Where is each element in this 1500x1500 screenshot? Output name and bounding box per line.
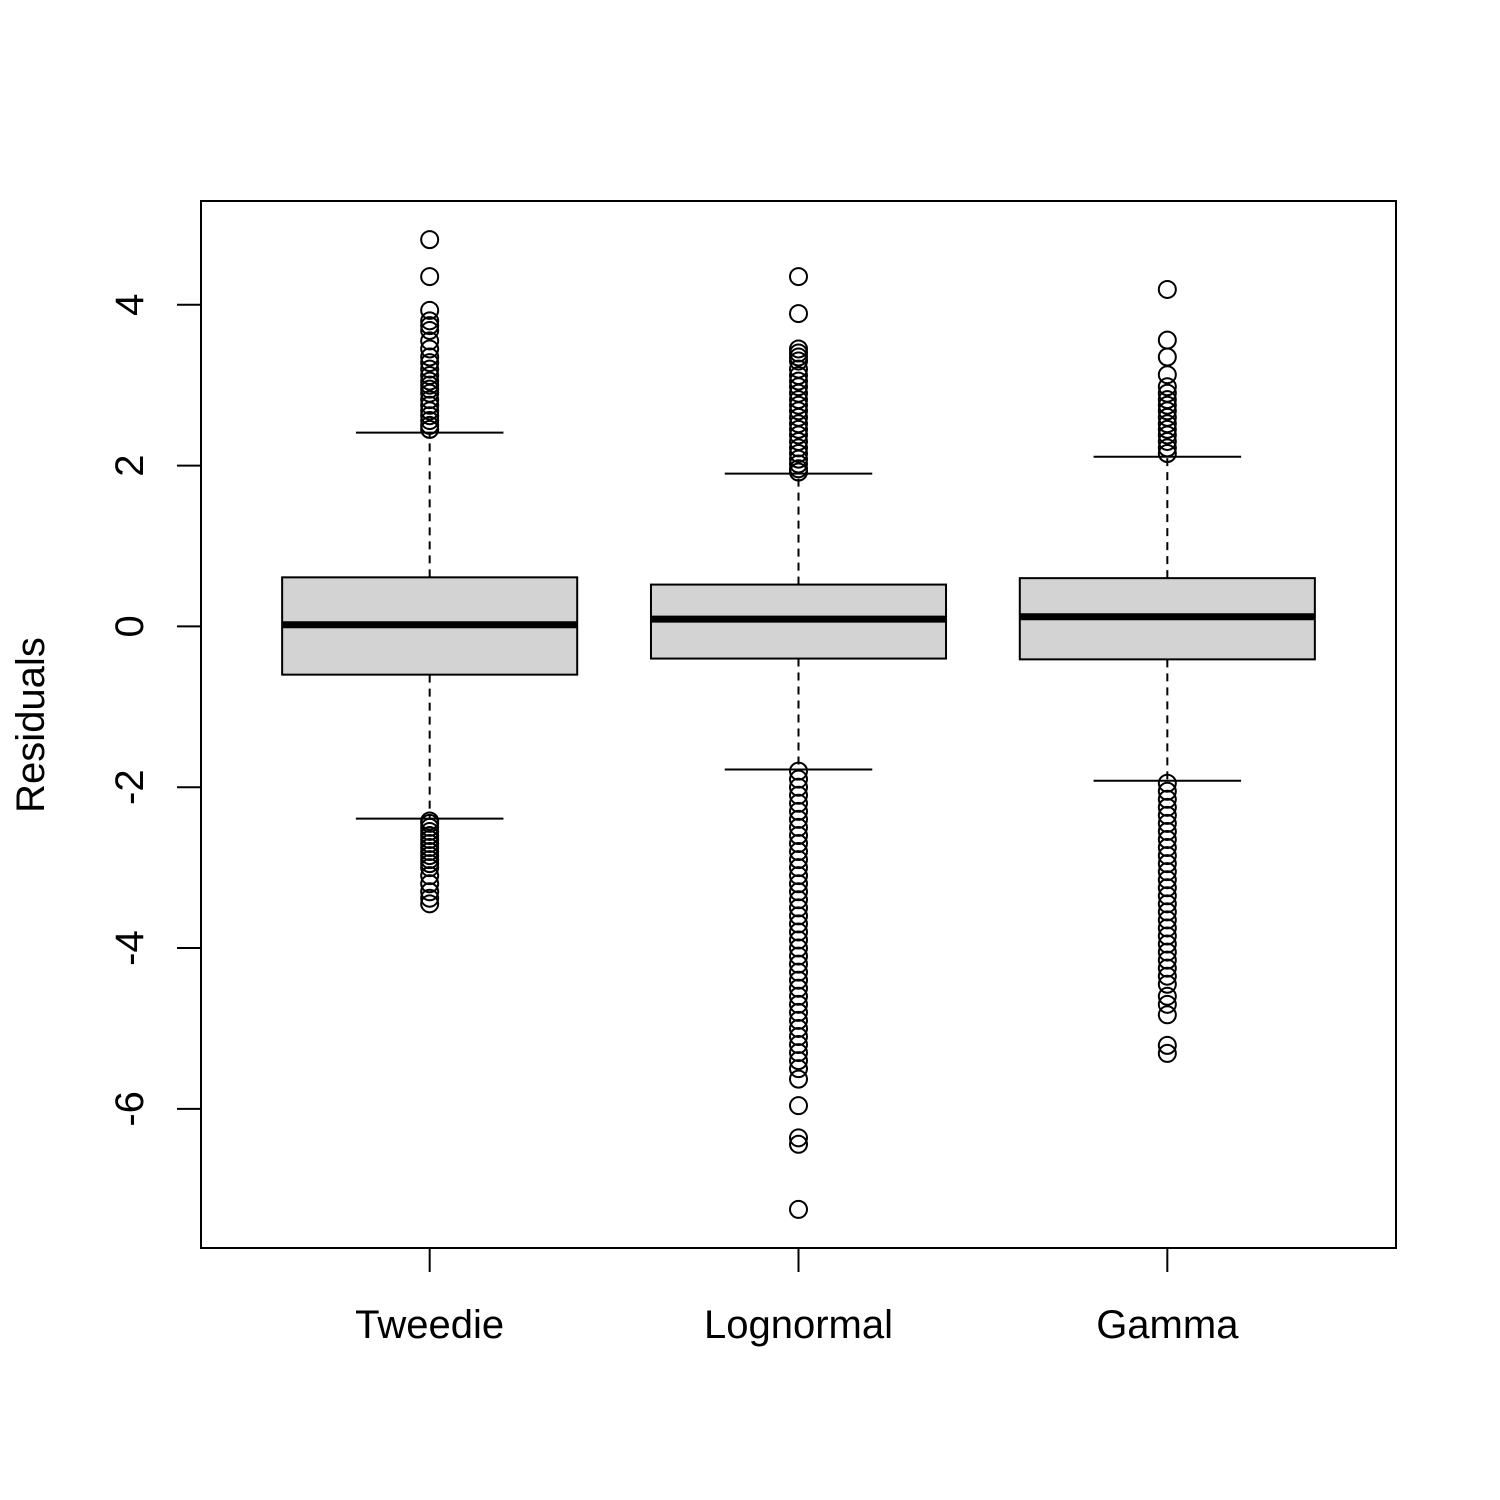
outlier-point bbox=[789, 444, 808, 464]
outlier-point bbox=[420, 874, 440, 894]
outlier-point bbox=[420, 395, 440, 415]
outlier-point bbox=[420, 401, 440, 421]
outlier-point bbox=[420, 339, 440, 359]
y-tick-label: -6 bbox=[108, 1091, 152, 1127]
outlier-point bbox=[1157, 1005, 1177, 1025]
outlier-point bbox=[789, 425, 808, 445]
y-axis: -6 -4 -2 0 2 4 bbox=[108, 294, 202, 1127]
outlier-point bbox=[420, 347, 440, 367]
y-tick-label: 4 bbox=[108, 294, 152, 316]
outlier-point bbox=[420, 419, 440, 439]
outlier-point bbox=[1157, 365, 1177, 385]
outlier-point bbox=[1157, 401, 1177, 421]
outlier-point bbox=[789, 462, 808, 482]
outlier-point bbox=[1157, 330, 1177, 350]
outlier-point bbox=[789, 395, 808, 415]
outlier-point bbox=[420, 230, 440, 250]
outlier-point bbox=[789, 419, 808, 439]
outlier-point bbox=[1157, 431, 1177, 451]
outlier-point bbox=[1157, 438, 1177, 458]
x-tick-label: Lognormal bbox=[704, 1303, 893, 1347]
outlier-point bbox=[420, 411, 440, 431]
outlier-point bbox=[789, 401, 808, 421]
outlier-point bbox=[789, 267, 808, 287]
outlier-point bbox=[789, 1051, 808, 1071]
outlier-point bbox=[789, 371, 808, 391]
outlier-point bbox=[420, 888, 440, 908]
outlier-point bbox=[1157, 986, 1177, 1006]
outlier-point bbox=[1157, 1043, 1177, 1063]
x-tick-label: Gamma bbox=[1096, 1303, 1239, 1347]
outlier-point bbox=[420, 300, 440, 320]
outlier-point bbox=[1157, 395, 1177, 415]
outlier-point bbox=[1157, 966, 1177, 986]
outlier-point bbox=[789, 1069, 808, 1089]
outlier-point bbox=[1157, 279, 1177, 299]
y-axis-label: Residuals bbox=[9, 637, 53, 813]
outlier-point bbox=[789, 1128, 808, 1148]
y-tick-label: -2 bbox=[108, 769, 152, 805]
outlier-point bbox=[420, 406, 440, 426]
outlier-point bbox=[420, 316, 440, 336]
outlier-point bbox=[420, 882, 440, 902]
outlier-point bbox=[789, 1096, 808, 1116]
outlier-point bbox=[789, 304, 808, 324]
outlier-point bbox=[1157, 444, 1177, 464]
boxes bbox=[281, 230, 1316, 1219]
y-tick-label: 0 bbox=[108, 615, 152, 637]
outlier-point bbox=[789, 377, 808, 397]
outlier-point bbox=[789, 449, 808, 469]
outlier-point bbox=[420, 267, 440, 287]
outlier-point bbox=[420, 320, 440, 340]
outlier-point bbox=[789, 351, 808, 371]
outlier-point bbox=[789, 454, 808, 474]
outlier-point bbox=[420, 311, 440, 331]
box-gamma bbox=[1018, 279, 1316, 1063]
outlier-point bbox=[1157, 419, 1177, 439]
outlier-point bbox=[1157, 1035, 1177, 1055]
x-axis: Tweedie Lognormal Gamma bbox=[355, 1247, 1239, 1347]
outlier-point bbox=[789, 1134, 808, 1154]
outlier-point bbox=[1157, 347, 1177, 367]
outlier-point bbox=[420, 894, 440, 914]
box-tweedie bbox=[281, 230, 579, 914]
outlier-point bbox=[1157, 377, 1177, 397]
outlier-point bbox=[1157, 425, 1177, 445]
x-tick-label: Tweedie bbox=[355, 1303, 504, 1347]
outlier-point bbox=[789, 1059, 808, 1079]
box-lognormal bbox=[649, 267, 948, 1219]
outlier-point bbox=[1157, 974, 1177, 994]
outlier-point bbox=[420, 353, 440, 373]
y-tick-label: 2 bbox=[108, 454, 152, 476]
y-tick-label: -4 bbox=[108, 930, 152, 966]
outlier-point bbox=[789, 1199, 808, 1219]
outlier-point bbox=[1157, 994, 1177, 1014]
